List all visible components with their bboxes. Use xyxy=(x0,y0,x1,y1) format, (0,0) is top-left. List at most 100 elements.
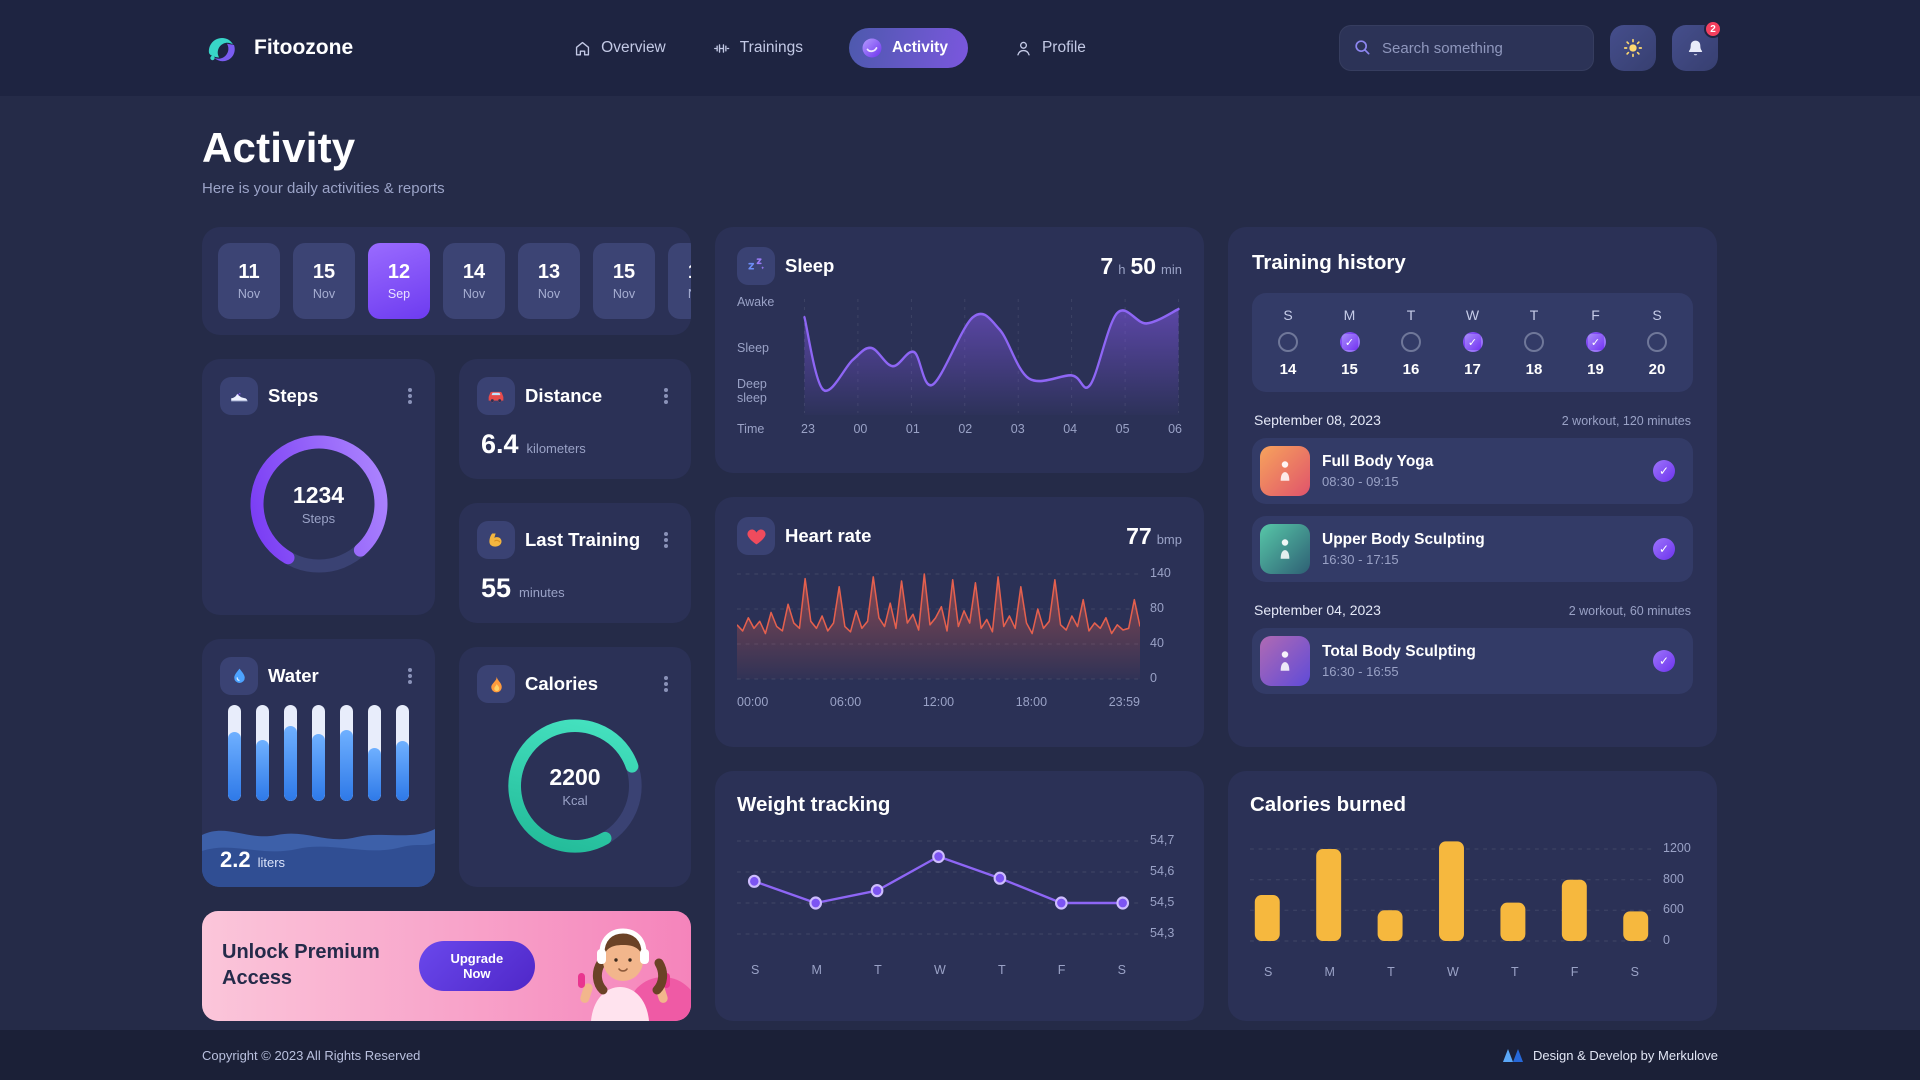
week-check-circle xyxy=(1585,332,1606,352)
x-tick: M xyxy=(1324,965,1335,979)
search-input[interactable] xyxy=(1339,25,1594,71)
week-date: 16 xyxy=(1402,361,1420,378)
copyright-text: Copyright © 2023 All Rights Reserved xyxy=(202,1047,421,1063)
workout-thumbnail xyxy=(1260,524,1310,574)
water-drop-icon xyxy=(220,657,258,695)
last-training-title: Last Training xyxy=(525,529,641,550)
x-tick: T xyxy=(874,963,882,977)
week-check-circle xyxy=(1462,332,1483,352)
date-chip[interactable]: 15 Nov xyxy=(593,243,655,319)
x-tick: 05 xyxy=(1115,422,1130,436)
upgrade-now-button[interactable]: Upgrade Now xyxy=(418,941,535,991)
calories-burned-title: Calories burned xyxy=(1250,793,1407,816)
workout-item[interactable]: Upper Body Sculpting 16:30 - 17:15 ✓ xyxy=(1252,516,1693,582)
premium-banner-illustration xyxy=(578,928,691,1021)
x-tick: 12:00 xyxy=(922,695,955,709)
sleep-minutes-unit: min xyxy=(1161,261,1182,277)
week-check-circle xyxy=(1524,332,1544,352)
y-tick: 54,5 xyxy=(1150,895,1175,909)
y-tick: 80 xyxy=(1150,601,1164,615)
water-unit: liters xyxy=(257,855,286,870)
nav-activity[interactable]: Activity xyxy=(848,28,968,68)
middle-column: Sleep 7 h 50 min Awake Sleep Deep sleep xyxy=(715,227,1204,1021)
calories-menu-button[interactable] xyxy=(664,682,668,686)
theme-toggle-button[interactable] xyxy=(1610,25,1656,71)
distance-unit: kilometers xyxy=(526,441,586,456)
week-day[interactable]: S 20 xyxy=(1639,307,1675,378)
credit-text: Design & Develop by Merkulove xyxy=(1533,1047,1718,1063)
week-letter: S xyxy=(1652,307,1662,323)
date-chip[interactable]: 15 Nov xyxy=(293,243,355,319)
steps-unit: Steps xyxy=(301,511,336,526)
last-training-card-header: Last Training xyxy=(477,521,673,559)
week-date: 19 xyxy=(1587,361,1604,378)
x-tick: F xyxy=(1057,963,1066,977)
brand[interactable]: Fitoozone xyxy=(202,28,353,68)
page-subtitle: Here is your daily activities & reports xyxy=(202,180,445,197)
distance-card-header: Distance xyxy=(477,377,673,415)
nav-overview[interactable]: Overview xyxy=(573,39,666,58)
date-chip-day: 14 xyxy=(462,261,486,283)
date-chip-selected[interactable]: 12 Sep xyxy=(368,243,430,319)
nav-activity-label: Activity xyxy=(891,39,948,56)
date-chip-month: Nov xyxy=(612,287,636,301)
credit[interactable]: Design & Develop by Merkulove xyxy=(1502,1048,1718,1063)
activity-icon xyxy=(862,38,882,58)
date-chip[interactable]: 11 Nov xyxy=(218,243,280,319)
x-tick: M xyxy=(811,963,822,977)
x-tick: S xyxy=(1264,965,1273,979)
x-tick: 04 xyxy=(1063,422,1078,436)
weight-chart xyxy=(737,840,1140,935)
heart-rate-unit: bmp xyxy=(1156,531,1182,547)
workout-info: Upper Body Sculpting 16:30 - 17:15 xyxy=(1322,531,1485,567)
steps-card-header: Steps xyxy=(220,377,417,415)
calories-burned-chart-area: 1200 800 600 0 xyxy=(1250,827,1695,959)
x-tick: 06 xyxy=(1168,422,1182,436)
week-day[interactable]: T 18 xyxy=(1516,307,1552,378)
workout-done-check-icon: ✓ xyxy=(1653,650,1675,672)
x-tick: 03 xyxy=(1010,422,1025,436)
steps-card: Steps 1234 Steps xyxy=(202,359,435,615)
page-title: Activity xyxy=(202,124,356,171)
y-tick: Sleep xyxy=(737,341,769,355)
home-icon xyxy=(576,41,590,56)
week-day[interactable]: M 15 xyxy=(1332,307,1368,378)
week-day[interactable]: W 17 xyxy=(1455,307,1491,378)
weight-y-axis: 54,7 54,6 54,5 54,3 xyxy=(1140,827,1182,957)
week-letter: T xyxy=(1406,307,1416,323)
x-tick: S xyxy=(1117,963,1126,977)
steps-menu-button[interactable] xyxy=(408,394,412,398)
brand-name: Fitoozone xyxy=(254,36,354,59)
steps-ring-center: 1234 Steps xyxy=(244,429,394,579)
date-chip-day: 17 xyxy=(688,261,691,284)
x-tick: W xyxy=(933,963,946,977)
week-day[interactable]: F 19 xyxy=(1578,307,1614,378)
distance-menu-button[interactable] xyxy=(664,394,668,398)
nav-profile[interactable]: Profile xyxy=(1014,39,1086,58)
workout-item[interactable]: Full Body Yoga 08:30 - 09:15 ✓ xyxy=(1252,438,1693,504)
nav-trainings[interactable]: Trainings xyxy=(712,39,803,58)
workout-item[interactable]: Total Body Sculpting 16:30 - 16:55 ✓ xyxy=(1252,628,1693,694)
water-menu-button[interactable] xyxy=(408,674,412,678)
training-section-header: September 08, 2023 2 workout, 120 minute… xyxy=(1254,412,1691,428)
workout-info: Total Body Sculpting 16:30 - 16:55 xyxy=(1322,643,1476,679)
date-chip[interactable]: 14 Nov xyxy=(443,243,505,319)
week-day[interactable]: S 14 xyxy=(1270,307,1306,378)
week-day[interactable]: T 16 xyxy=(1393,307,1429,378)
x-tick: F xyxy=(1570,965,1579,979)
section-summary: 2 workout, 60 minutes xyxy=(1568,604,1691,618)
notifications-button[interactable]: 2 xyxy=(1672,20,1722,71)
date-chip-day: 12 xyxy=(387,261,411,283)
week-letter: S xyxy=(1283,307,1293,323)
sleep-card: Sleep 7 h 50 min Awake Sleep Deep sleep xyxy=(715,227,1204,473)
premium-banner: Unlock Premium Access Upgrade Now xyxy=(202,911,691,1021)
header-actions: 2 xyxy=(1339,20,1722,71)
weight-x-ticks: S M T W T F S xyxy=(737,963,1182,977)
x-tick: 18:00 xyxy=(1015,695,1048,709)
last-training-menu-button[interactable] xyxy=(664,538,668,542)
date-chip[interactable]: 17 Nov xyxy=(668,243,691,319)
x-tick: 00 xyxy=(853,422,868,436)
date-chip[interactable]: 13 Nov xyxy=(518,243,580,319)
workout-done-check-icon: ✓ xyxy=(1653,538,1675,560)
stats-subcol-right: Distance 6.4 kilometers xyxy=(459,359,691,887)
